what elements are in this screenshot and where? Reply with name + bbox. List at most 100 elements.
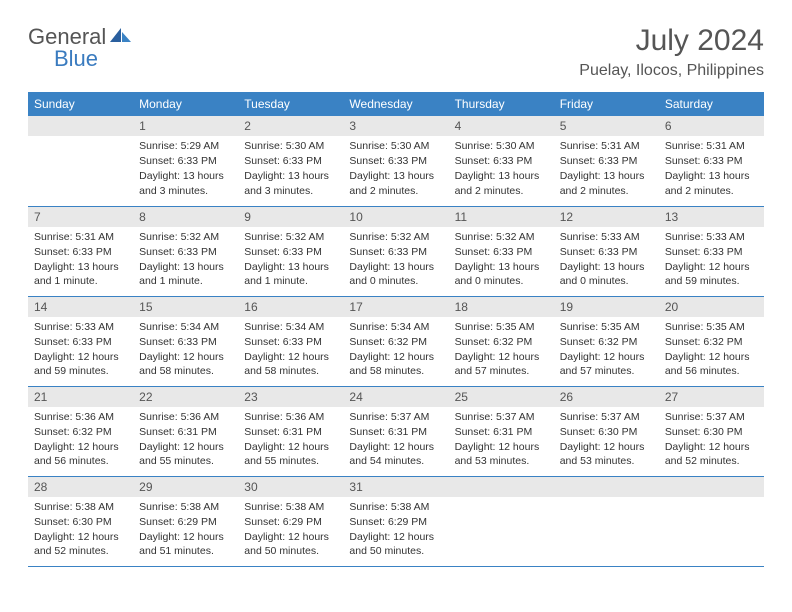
sunset-text: Sunset: 6:33 PM bbox=[349, 154, 442, 168]
sunrise-text: Sunrise: 5:36 AM bbox=[139, 410, 232, 424]
day-number: 21 bbox=[28, 387, 133, 407]
day-number: 23 bbox=[238, 387, 343, 407]
day-details bbox=[659, 497, 764, 557]
sunrise-text: Sunrise: 5:32 AM bbox=[244, 230, 337, 244]
calendar-day-cell: 24Sunrise: 5:37 AMSunset: 6:31 PMDayligh… bbox=[343, 386, 448, 476]
calendar-day-cell: 21Sunrise: 5:36 AMSunset: 6:32 PMDayligh… bbox=[28, 386, 133, 476]
calendar-day-cell: 12Sunrise: 5:33 AMSunset: 6:33 PMDayligh… bbox=[554, 206, 659, 296]
calendar-day-cell: 19Sunrise: 5:35 AMSunset: 6:32 PMDayligh… bbox=[554, 296, 659, 386]
sunrise-text: Sunrise: 5:31 AM bbox=[34, 230, 127, 244]
daylight-text: Daylight: 13 hours and 1 minute. bbox=[244, 260, 337, 288]
calendar-day-cell bbox=[28, 116, 133, 206]
daylight-text: Daylight: 12 hours and 56 minutes. bbox=[665, 350, 758, 378]
sunrise-text: Sunrise: 5:38 AM bbox=[349, 500, 442, 514]
daylight-text: Daylight: 13 hours and 1 minute. bbox=[139, 260, 232, 288]
sunrise-text: Sunrise: 5:38 AM bbox=[244, 500, 337, 514]
calendar-day-cell: 9Sunrise: 5:32 AMSunset: 6:33 PMDaylight… bbox=[238, 206, 343, 296]
day-details: Sunrise: 5:30 AMSunset: 6:33 PMDaylight:… bbox=[449, 136, 554, 205]
weekday-header: Thursday bbox=[449, 92, 554, 116]
day-details: Sunrise: 5:35 AMSunset: 6:32 PMDaylight:… bbox=[659, 317, 764, 386]
sunrise-text: Sunrise: 5:37 AM bbox=[349, 410, 442, 424]
sunrise-text: Sunrise: 5:30 AM bbox=[455, 139, 548, 153]
sunset-text: Sunset: 6:33 PM bbox=[34, 335, 127, 349]
sunset-text: Sunset: 6:33 PM bbox=[139, 245, 232, 259]
day-details: Sunrise: 5:35 AMSunset: 6:32 PMDaylight:… bbox=[554, 317, 659, 386]
day-number: 17 bbox=[343, 297, 448, 317]
calendar-week-row: 21 Sunrise: 5:36 AM Sunset: 6:32 PM Dayligh… bbox=[28, 386, 764, 476]
sunset-text: Sunset: 6:33 PM bbox=[244, 245, 337, 259]
sunset-text: Sunset: 6:31 PM bbox=[455, 425, 548, 439]
calendar-day-cell: 3Sunrise: 5:30 AMSunset: 6:33 PMDaylight… bbox=[343, 116, 448, 206]
daylight-text: Daylight: 12 hours and 55 minutes. bbox=[244, 440, 337, 468]
day-number: 27 bbox=[659, 387, 764, 407]
day-number: 2 bbox=[238, 116, 343, 136]
sunset-text: Sunset: 6:32 PM bbox=[34, 425, 127, 439]
day-number bbox=[449, 477, 554, 497]
calendar-week-row: 7Sunrise: 5:31 AMSunset: 6:33 PMDaylight… bbox=[28, 206, 764, 296]
daylight-text: Daylight: 13 hours and 1 minute. bbox=[34, 260, 127, 288]
daylight-text: Daylight: 12 hours and 55 minutes. bbox=[139, 440, 232, 468]
sunset-text: Sunset: 6:33 PM bbox=[560, 245, 653, 259]
day-number: 28 bbox=[28, 477, 133, 497]
sunrise-text: Sunrise: 5:37 AM bbox=[455, 410, 548, 424]
sunset-text: Sunset: 6:33 PM bbox=[34, 245, 127, 259]
daylight-text: Daylight: 13 hours and 2 minutes. bbox=[560, 169, 653, 197]
sunset-text: Sunset: 6:30 PM bbox=[665, 425, 758, 439]
daylight-text: Daylight: 12 hours and 52 minutes. bbox=[665, 440, 758, 468]
sunrise-text: Sunrise: 5:31 AM bbox=[560, 139, 653, 153]
sunrise-text: Sunrise: 5:31 AM bbox=[665, 139, 758, 153]
day-number: 18 bbox=[449, 297, 554, 317]
calendar-day-cell: 20Sunrise: 5:35 AMSunset: 6:32 PMDayligh… bbox=[659, 296, 764, 386]
calendar-day-cell bbox=[554, 476, 659, 566]
day-details: Sunrise: 5:31 AMSunset: 6:33 PMDaylight:… bbox=[554, 136, 659, 205]
calendar-week-row: 28Sunrise: 5:38 AMSunset: 6:30 PMDayligh… bbox=[28, 476, 764, 566]
day-number: 22 bbox=[133, 387, 238, 407]
sunrise-text: Sunrise: 5:38 AM bbox=[139, 500, 232, 514]
day-details: Sunrise: 5:33 AMSunset: 6:33 PMDaylight:… bbox=[554, 227, 659, 296]
calendar-day-cell: 26Sunrise: 5:37 AMSunset: 6:30 PMDayligh… bbox=[554, 386, 659, 476]
day-number: 26 bbox=[554, 387, 659, 407]
calendar-day-cell: 13Sunrise: 5:33 AMSunset: 6:33 PMDayligh… bbox=[659, 206, 764, 296]
day-number: 19 bbox=[554, 297, 659, 317]
sunset-text: Sunset: 6:33 PM bbox=[349, 245, 442, 259]
calendar-day-cell: 18Sunrise: 5:35 AMSunset: 6:32 PMDayligh… bbox=[449, 296, 554, 386]
calendar-week-row: 1Sunrise: 5:29 AMSunset: 6:33 PMDaylight… bbox=[28, 116, 764, 206]
calendar-day-cell bbox=[659, 476, 764, 566]
day-details: Sunrise: 5:38 AMSunset: 6:29 PMDaylight:… bbox=[343, 497, 448, 566]
daylight-text: Daylight: 12 hours and 58 minutes. bbox=[244, 350, 337, 378]
calendar-day-cell: 22Sunrise: 5:36 AMSunset: 6:31 PMDayligh… bbox=[133, 386, 238, 476]
day-details: Sunrise: 5:34 AMSunset: 6:33 PMDaylight:… bbox=[238, 317, 343, 386]
day-number: 24 bbox=[343, 387, 448, 407]
calendar-day-cell: 29Sunrise: 5:38 AMSunset: 6:29 PMDayligh… bbox=[133, 476, 238, 566]
sunset-text: Sunset: 6:33 PM bbox=[139, 154, 232, 168]
day-number: 3 bbox=[343, 116, 448, 136]
sunset-text: Sunset: 6:31 PM bbox=[349, 425, 442, 439]
sunset-text: Sunset: 6:33 PM bbox=[244, 335, 337, 349]
day-number bbox=[554, 477, 659, 497]
daylight-text: Daylight: 13 hours and 2 minutes. bbox=[349, 169, 442, 197]
daylight-text: Daylight: 12 hours and 52 minutes. bbox=[34, 530, 127, 558]
sunset-text: Sunset: 6:33 PM bbox=[455, 245, 548, 259]
day-details: Sunrise: 5:37 AMSunset: 6:30 PMDaylight:… bbox=[554, 407, 659, 476]
day-number bbox=[28, 116, 133, 136]
daylight-text: Daylight: 13 hours and 0 minutes. bbox=[349, 260, 442, 288]
calendar-table: Sunday Monday Tuesday Wednesday Thursday… bbox=[28, 92, 764, 567]
day-number: 5 bbox=[554, 116, 659, 136]
day-number: 29 bbox=[133, 477, 238, 497]
calendar-day-cell: 7Sunrise: 5:31 AMSunset: 6:33 PMDaylight… bbox=[28, 206, 133, 296]
calendar-body: 1Sunrise: 5:29 AMSunset: 6:33 PMDaylight… bbox=[28, 116, 764, 566]
sunset-text: Sunset: 6:33 PM bbox=[665, 154, 758, 168]
sunrise-text: Sunrise: 5:37 AM bbox=[560, 410, 653, 424]
day-number: 31 bbox=[343, 477, 448, 497]
logo-sail-icon bbox=[110, 26, 132, 49]
sunrise-text: Sunrise: 5:30 AM bbox=[244, 139, 337, 153]
day-number: 12 bbox=[554, 207, 659, 227]
sunrise-text: Sunrise: 5:34 AM bbox=[349, 320, 442, 334]
calendar-day-cell: 6Sunrise: 5:31 AMSunset: 6:33 PMDaylight… bbox=[659, 116, 764, 206]
daylight-text: Daylight: 12 hours and 57 minutes. bbox=[455, 350, 548, 378]
day-number: 1 bbox=[133, 116, 238, 136]
daylight-text: Daylight: 12 hours and 50 minutes. bbox=[349, 530, 442, 558]
day-details: Sunrise: 5:29 AMSunset: 6:33 PMDaylight:… bbox=[133, 136, 238, 205]
sunrise-text: Sunrise: 5:33 AM bbox=[665, 230, 758, 244]
weekday-header: Wednesday bbox=[343, 92, 448, 116]
